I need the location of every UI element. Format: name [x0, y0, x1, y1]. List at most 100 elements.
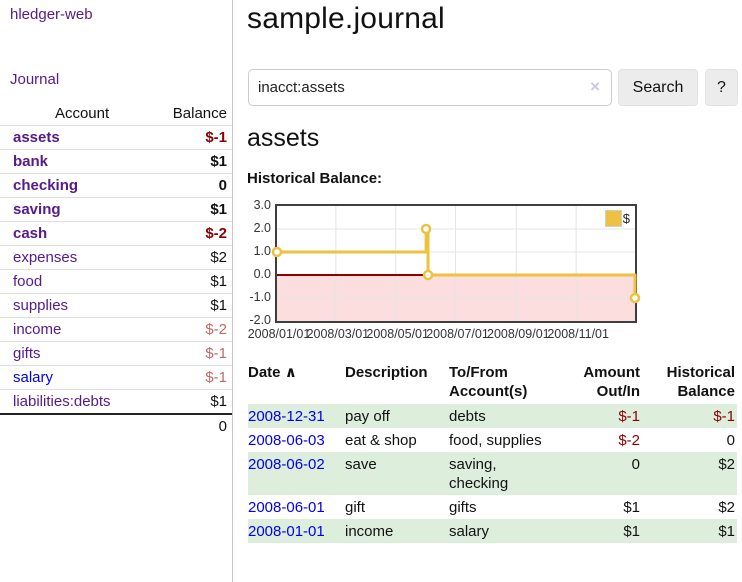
account-row-saving: saving $1	[0, 197, 232, 222]
y-axis-tick-label: 1.0	[253, 244, 271, 258]
accounts-table: Account Balance assets $-1 bank $1 check…	[0, 102, 232, 438]
account-balance: $-2	[205, 224, 227, 242]
y-axis-tick-label: 0.0	[253, 267, 271, 281]
register-table: Date ∧ Description To/From Account(s) Am…	[248, 360, 737, 543]
account-link-bank[interactable]: bank	[13, 152, 49, 170]
account-row-liabilities-debts: liabilities:debts $1	[0, 389, 232, 415]
x-axis-tick-label: 2008/09/01	[487, 327, 550, 341]
chart-title: Historical Balance:	[247, 170, 383, 187]
account-balance: $-1	[205, 128, 227, 146]
accounts-header-balance: Balance	[172, 104, 227, 122]
transaction-accounts: salary	[449, 522, 490, 540]
account-balance: $1	[210, 272, 227, 290]
transaction-balance: $2	[718, 455, 735, 473]
clear-search-icon[interactable]: ×	[590, 77, 600, 96]
transaction-date-link[interactable]: 2008-06-02	[248, 455, 325, 473]
account-balance: $1	[210, 296, 227, 314]
transaction-accounts: saving, checking	[449, 455, 509, 492]
account-balance: $-1	[205, 344, 227, 362]
historical-balance-chart: $ 3.0 2.0 1.0 0.0 -1.0 -2.0 2008/01/01 2008/03…	[245, 198, 742, 348]
sidebar-divider	[232, 0, 233, 582]
transaction-date-link[interactable]: 2008-06-01	[248, 498, 325, 516]
account-link-liabilities-debts[interactable]: liabilities:debts	[13, 392, 111, 410]
app-brand-link[interactable]: hledger-web	[10, 6, 93, 23]
x-axis-tick-label: 2008/01/01	[247, 327, 311, 341]
account-row-expenses: expenses $2	[0, 245, 232, 270]
account-link-salary[interactable]: salary	[13, 368, 54, 386]
transaction-balance: $2	[718, 498, 735, 516]
register-header-description: Description	[345, 364, 428, 381]
register-row: 2008-06-01 gift gifts $1 $2	[248, 495, 737, 519]
transaction-balance: 0	[726, 431, 735, 449]
chart-legend: $	[603, 209, 631, 228]
transaction-accounts: food, supplies	[449, 431, 542, 449]
help-button[interactable]: ?	[705, 69, 738, 106]
transaction-date-link[interactable]: 2008-06-03	[248, 431, 325, 449]
accounts-total-value: 0	[218, 417, 227, 435]
account-row-assets: assets $-1	[0, 125, 232, 150]
sort-ascending-icon: ∧	[284, 364, 297, 381]
transaction-date-link[interactable]: 2008-01-01	[248, 522, 325, 540]
transaction-description: pay off	[345, 407, 390, 425]
account-row-salary: salary $-1	[0, 365, 232, 390]
register-row: 2008-01-01 income salary $1 $1	[248, 519, 737, 543]
register-header-date[interactable]: Date ∧	[248, 364, 297, 381]
transaction-description: save	[345, 455, 377, 473]
account-balance: 0	[218, 176, 227, 194]
account-link-income[interactable]: income	[13, 320, 62, 338]
account-heading: assets	[247, 124, 320, 152]
legend-swatch-icon	[604, 210, 622, 227]
account-link-cash[interactable]: cash	[13, 224, 48, 242]
register-header-row: Date ∧ Description To/From Account(s) Am…	[248, 360, 737, 404]
account-row-checking: checking 0	[0, 173, 232, 198]
y-axis-tick-label: -2.0	[249, 313, 271, 327]
account-balance: $-2	[205, 320, 227, 338]
transaction-amount: $1	[623, 498, 640, 516]
transaction-description: eat & shop	[345, 431, 417, 449]
transaction-amount: 0	[631, 455, 640, 473]
register-row: 2008-06-02 save saving, checking 0 $2	[248, 452, 737, 495]
register-header-balance: Historical Balance	[666, 364, 735, 400]
account-row-income: income $-2	[0, 317, 232, 342]
page-title: sample.journal	[247, 2, 445, 35]
register-row: 2008-06-03 eat & shop food, supplies $-2…	[248, 428, 737, 452]
sidebar-item-journal[interactable]: Journal	[10, 71, 60, 88]
account-row-gifts: gifts $-1	[0, 341, 232, 366]
transaction-amount: $-2	[618, 431, 640, 449]
transaction-balance: $1	[718, 522, 735, 540]
transaction-balance: $-1	[713, 407, 735, 425]
account-balance: $1	[210, 392, 227, 410]
account-link-saving[interactable]: saving	[13, 200, 61, 218]
transaction-description: income	[345, 522, 394, 540]
x-axis-tick-label: 2008/07/01	[426, 327, 489, 341]
account-row-cash: cash $-2	[0, 221, 232, 246]
account-balance: $-1	[205, 368, 227, 386]
y-axis-tick-label: 3.0	[253, 198, 271, 212]
account-balance: $2	[210, 248, 227, 266]
account-link-expenses[interactable]: expenses	[13, 248, 78, 266]
transaction-accounts: debts	[449, 407, 486, 425]
x-axis-tick-label: 2008/11/01	[547, 327, 609, 341]
search-input[interactable]	[248, 69, 612, 106]
transaction-date-link[interactable]: 2008-12-31	[248, 407, 325, 425]
x-axis-tick-label: 2008/03/01	[306, 327, 370, 341]
chart-series-svg	[271, 206, 641, 321]
accounts-total-row: 0	[0, 414, 232, 438]
register-row: 2008-12-31 pay off debts $-1 $-1	[248, 404, 737, 428]
account-link-checking[interactable]: checking	[13, 176, 79, 194]
chart-plot-area: $	[271, 204, 641, 323]
register-header-accounts: To/From Account(s)	[449, 364, 528, 400]
transaction-amount: $1	[623, 522, 640, 540]
account-link-supplies[interactable]: supplies	[13, 296, 69, 314]
transaction-accounts: gifts	[449, 498, 477, 516]
accounts-header-account: Account	[54, 104, 110, 122]
search-button[interactable]: Search	[618, 69, 698, 106]
legend-label: $	[622, 211, 630, 226]
y-axis-tick-label: -1.0	[249, 290, 271, 304]
account-row-food: food $1	[0, 269, 232, 294]
transaction-amount: $-1	[618, 407, 640, 425]
account-link-food[interactable]: food	[13, 272, 43, 290]
account-link-gifts[interactable]: gifts	[13, 344, 41, 362]
y-axis-tick-label: 2.0	[253, 221, 271, 235]
account-link-assets[interactable]: assets	[13, 128, 60, 146]
